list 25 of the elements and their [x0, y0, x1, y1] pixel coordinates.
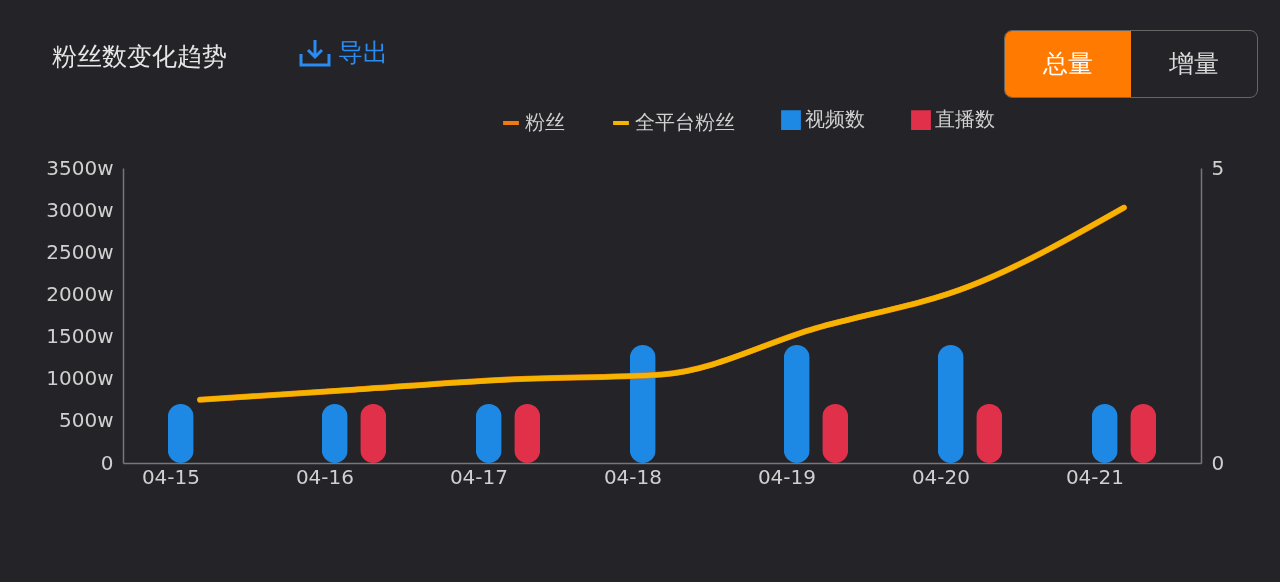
- y-tick-label: 1500w: [46, 324, 114, 349]
- legend-label: 直播数: [935, 107, 995, 132]
- legend-label: 视频数: [805, 107, 865, 132]
- y-tick-label: 1000w: [46, 366, 114, 391]
- y2-tick-label: 0: [1211, 450, 1225, 475]
- y-tick-label: 2000w: [46, 281, 114, 306]
- y-tick-label: 3000w: [46, 197, 114, 222]
- x-tick-label: 04-20: [911, 464, 970, 489]
- y-tick-label: 500w: [58, 408, 114, 433]
- chart-title: 粉丝数变化趋势: [52, 41, 227, 73]
- text: 总量: [1005, 31, 1131, 97]
- legend-label: 全平台粉丝: [635, 110, 735, 134]
- x-tick-label: 04-17: [449, 464, 508, 489]
- y-tick-label: 2500w: [46, 239, 114, 264]
- legend-label: 粉丝: [525, 110, 565, 134]
- text: 导出: [338, 37, 388, 69]
- x-tick-label: 04-16: [295, 464, 354, 489]
- y-tick-label: 0: [100, 450, 114, 475]
- x-tick-label: 04-19: [757, 464, 816, 489]
- y-tick-label: 3500w: [46, 155, 114, 180]
- x-tick-label: 04-21: [1065, 464, 1124, 489]
- text: 增量: [1168, 48, 1220, 80]
- x-tick-label: 04-18: [603, 464, 662, 489]
- y2-tick-label: 5: [1211, 155, 1225, 180]
- x-tick-label: 04-15: [141, 464, 200, 489]
